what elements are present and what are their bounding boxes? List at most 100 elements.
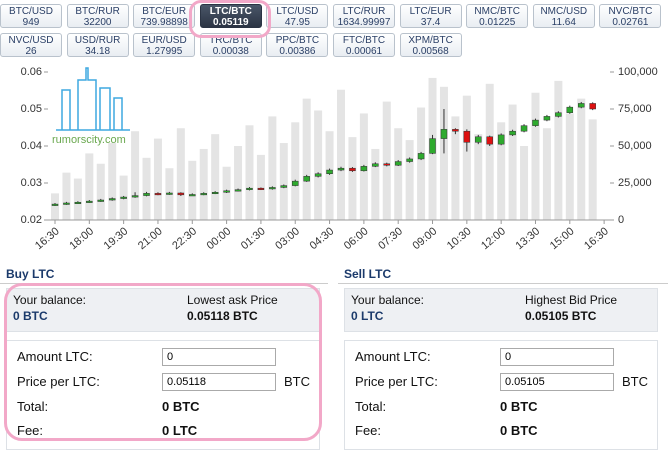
volume-bar: [142, 157, 151, 220]
ticker-pair: NVC/BTC: [608, 6, 653, 17]
volume-bar: [485, 83, 494, 220]
candle-body: [497, 134, 505, 145]
candle-body: [257, 187, 265, 190]
ticker-tab[interactable]: NVC/USD 26: [0, 33, 62, 57]
unit: BTC: [622, 374, 648, 389]
ticker-tab[interactable]: BTC/USD 949: [0, 4, 62, 28]
candle-body: [97, 199, 105, 202]
volume-bar: [131, 131, 140, 220]
candle-body: [223, 190, 230, 193]
price: 0.05105 BTC: [525, 309, 597, 323]
ticker-tab[interactable]: FTC/BTC 0.00061: [333, 33, 395, 57]
order-form: Amount LTC: Price per LTC: BTC Total: 0 …: [6, 340, 320, 450]
volume-bar: [176, 128, 185, 220]
ticker-tab[interactable]: NVC/BTC 0.02761: [599, 4, 662, 28]
y-tick-label: 0.04: [21, 140, 42, 152]
volume-bar: [554, 80, 563, 220]
volume-bar: [314, 110, 323, 220]
ticker-tab[interactable]: USD/RUR 34.18: [66, 33, 129, 57]
ticker-price: 11.64: [551, 17, 576, 28]
candle-body: [429, 138, 436, 154]
y-tick-label: 0.05: [21, 103, 42, 115]
ticker-price: 0.05119: [212, 17, 249, 28]
volume-bar: [211, 134, 220, 220]
volume-bar: [497, 122, 506, 220]
volume-bar: [73, 178, 82, 220]
price-input[interactable]: [162, 373, 276, 391]
ticker-tab[interactable]: LTC/RUR 1634.99997: [333, 4, 395, 28]
candle-body: [577, 103, 585, 108]
watermark: rumorscity.com: [52, 134, 126, 146]
ticker-pair: XPM/BTC: [408, 35, 453, 46]
ticker-tab[interactable]: NMC/BTC 0.01225: [466, 4, 529, 28]
volume-bar: [153, 138, 162, 220]
ticker-pair: NVC/USD: [8, 35, 54, 46]
volume-bar: [337, 89, 345, 220]
price-per-label: Price per LTC:: [355, 374, 438, 389]
candle-body: [486, 136, 493, 145]
fee: 0 LTC: [162, 423, 198, 438]
y2-tick-label: 100,000: [618, 66, 658, 78]
candle-body: [211, 192, 219, 194]
fee-label: Fee:: [17, 423, 44, 438]
ticker-tab[interactable]: EUR/USD 1.27995: [133, 33, 196, 57]
fee-label: Fee:: [355, 423, 382, 438]
ticker-pair: EUR/USD: [141, 35, 187, 46]
amount-input[interactable]: [500, 348, 614, 366]
candle-body: [417, 153, 425, 160]
ticker-pair: LTC/USD: [276, 6, 319, 17]
ticker-price: 26: [25, 46, 37, 57]
volume-bar: [405, 140, 414, 220]
price-input[interactable]: [500, 373, 614, 391]
volume-bar: [371, 148, 380, 220]
candle-body: [120, 196, 127, 199]
candle-body: [337, 167, 345, 171]
amount-label: Amount LTC:: [17, 349, 93, 364]
ticker-tab[interactable]: BTC/EUR 739.98898: [133, 4, 196, 28]
x-tick-label: 07:30: [376, 225, 405, 252]
volume-bar: [245, 125, 254, 220]
ticker-tab[interactable]: PPC/BTC 0.00386: [266, 33, 329, 57]
price: 0.05118 BTC: [187, 309, 258, 323]
volume-bar: [62, 172, 71, 220]
volume-bar: [108, 143, 117, 220]
ticker-price: 739.98898: [140, 17, 188, 28]
candle-body: [589, 103, 596, 110]
ticker-pair: BTC/USD: [9, 6, 53, 17]
amount-input[interactable]: [162, 348, 276, 366]
panel-title: Buy LTC: [0, 262, 328, 284]
ticker-tab[interactable]: LTC/BTC 0.05119: [199, 4, 262, 28]
ticker-tab[interactable]: LTC/USD 47.95: [266, 4, 329, 28]
ticker-tab[interactable]: XPM/BTC 0.00568: [399, 33, 462, 57]
candle-body: [360, 166, 368, 172]
total: 0 BTC: [162, 399, 200, 414]
ticker-price: 0.00038: [212, 46, 249, 57]
ticker-tab[interactable]: NMC/USD 11.64: [532, 4, 595, 28]
candle-body: [555, 112, 562, 117]
ticker-tab[interactable]: LTC/EUR 37.4: [399, 4, 462, 28]
fee: 0 BTC: [500, 423, 538, 438]
ticker-tab[interactable]: TRC/BTC 0.00038: [199, 33, 262, 57]
ticker-price: 1634.99997: [337, 17, 391, 28]
candle-body: [543, 116, 551, 121]
balance-box: Your balance: 0 BTC Lowest ask Price 0.0…: [6, 288, 320, 332]
ticker-price: 0.01225: [479, 17, 516, 28]
y-tick-label: 0.06: [21, 66, 42, 78]
candle-body: [177, 192, 185, 196]
volume-bar: [520, 146, 529, 220]
x-tick-label: 01:30: [239, 225, 268, 252]
ticker-price: 32200: [83, 17, 112, 28]
volume-bar: [531, 92, 540, 220]
ticker-price: 34.18: [85, 46, 111, 57]
volume-bar: [462, 95, 471, 220]
ticker-pair: LTC/BTC: [209, 6, 252, 17]
ticker-tab[interactable]: BTC/RUR 32200: [66, 4, 129, 28]
y2-tick-label: 50,000: [618, 140, 652, 152]
volume-bar: [325, 131, 334, 220]
ticker-price: 47.95: [284, 17, 310, 28]
candle-body: [314, 173, 322, 177]
x-tick-label: 04:30: [308, 225, 337, 252]
total-label: Total:: [355, 399, 387, 414]
candle-body: [532, 119, 539, 126]
x-tick-label: 00:00: [205, 225, 234, 252]
